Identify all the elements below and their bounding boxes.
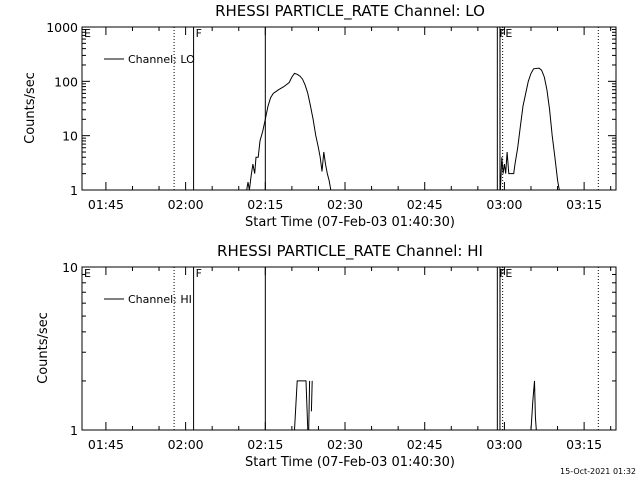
lo-panel: RHESSI PARTICLE_RATE Channel: LO 1101001… [23,2,617,230]
lo-y-tick-label: 10 [62,129,78,144]
hi-x-tick-label: 02:45 [407,437,443,452]
hi-event-marker-label: F [196,267,202,280]
lo-x-tick-label: 01:45 [88,197,124,212]
hi-y-axis-label: Counts/sec [36,312,51,384]
hi-legend: Channel: HI [104,293,192,306]
lo-y-tick-label: 1000 [46,20,78,35]
lo-event-markers: EFFE [81,27,599,190]
hi-x-axis-label: Start Time (07-Feb-03 01:40:30) [245,455,455,470]
footer-timestamp: 15-Oct-2021 01:32 [560,467,636,476]
lo-x-tick-label: 03:15 [566,197,602,212]
hi-series-line [294,380,309,431]
hi-panel: RHESSI PARTICLE_RATE Channel: HI 1 10 01:… [36,242,617,470]
lo-x-tick-label: 02:00 [168,197,204,212]
hi-event-marker-label: E [505,267,512,280]
lo-x-axis-label: Start Time (07-Feb-03 01:40:30) [245,215,455,230]
hi-y-axis: 1 10 [62,260,616,438]
hi-legend-label: Channel: HI [128,293,192,306]
lo-series [246,67,560,191]
hi-x-tick-label: 03:15 [566,437,602,452]
lo-legend-label: Channel: LO [128,53,195,66]
hi-x-axis: 01:45 02:00 02:15 02:30 02:45 03:00 03:15 [88,267,612,452]
lo-event-marker-label: E [505,27,512,40]
lo-x-axis: 01:45 02:00 02:15 02:30 02:45 03:00 03:15 [88,27,612,212]
hi-series-line [530,380,537,431]
hi-x-tick-label: 03:00 [486,437,522,452]
lo-legend: Channel: LO [104,53,195,66]
lo-event-marker-label: F [196,27,202,40]
hi-y-tick-label: 1 [70,423,78,438]
lo-series-line [499,67,560,191]
lo-x-tick-label: 02:30 [327,197,363,212]
hi-x-tick-label: 02:00 [168,437,204,452]
hi-y-tick-label: 10 [62,260,78,275]
hi-event-markers: EFFE [81,267,599,430]
lo-y-tick-label: 100 [54,74,78,89]
lo-x-tick-label: 03:00 [486,197,522,212]
hi-x-tick-label: 02:15 [247,437,283,452]
lo-x-tick-label: 02:45 [407,197,443,212]
lo-chart-title: RHESSI PARTICLE_RATE Channel: LO [215,2,485,21]
hi-chart-title: RHESSI PARTICLE_RATE Channel: HI [217,242,483,261]
hi-event-marker-label: E [84,267,91,280]
lo-series-line [246,72,332,191]
lo-y-axis-label: Counts/sec [23,72,38,144]
hi-x-tick-label: 01:45 [88,437,124,452]
lo-x-tick-label: 02:15 [247,197,283,212]
lo-event-marker-label: E [84,27,91,40]
hi-series-line [310,380,313,412]
hi-series [294,380,537,431]
hi-x-tick-label: 02:30 [327,437,363,452]
hi-series-line [308,380,311,431]
lo-y-axis: 1 10 100 1000 [46,20,616,198]
lo-y-tick-label: 1 [70,183,78,198]
